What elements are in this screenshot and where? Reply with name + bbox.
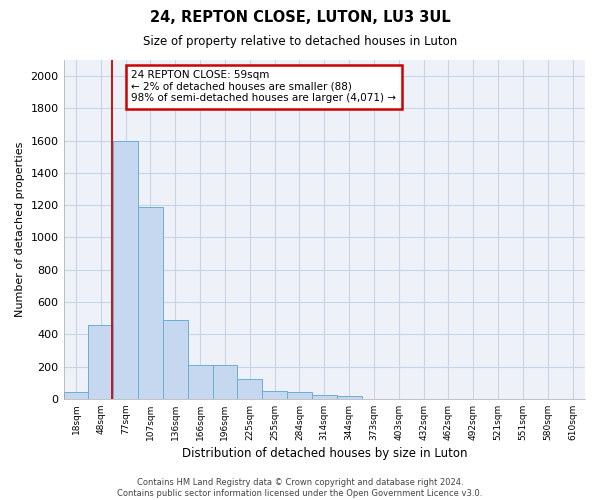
Bar	[113, 140, 138, 399]
Bar	[212, 365, 238, 399]
Text: 24 REPTON CLOSE: 59sqm
← 2% of detached houses are smaller (88)
98% of semi-deta: 24 REPTON CLOSE: 59sqm ← 2% of detached …	[131, 70, 397, 103]
X-axis label: Distribution of detached houses by size in Luton: Distribution of detached houses by size …	[182, 447, 467, 460]
Text: Size of property relative to detached houses in Luton: Size of property relative to detached ho…	[143, 35, 457, 48]
Bar	[337, 396, 362, 399]
Bar	[64, 392, 88, 399]
Bar	[287, 392, 312, 399]
Bar	[262, 391, 287, 399]
Y-axis label: Number of detached properties: Number of detached properties	[15, 142, 25, 317]
Bar	[188, 365, 212, 399]
Bar	[138, 207, 163, 399]
Text: Contains HM Land Registry data © Crown copyright and database right 2024.
Contai: Contains HM Land Registry data © Crown c…	[118, 478, 482, 498]
Bar	[312, 395, 337, 399]
Bar	[238, 378, 262, 399]
Text: 24, REPTON CLOSE, LUTON, LU3 3UL: 24, REPTON CLOSE, LUTON, LU3 3UL	[149, 10, 451, 25]
Bar	[88, 324, 113, 399]
Bar	[163, 320, 188, 399]
